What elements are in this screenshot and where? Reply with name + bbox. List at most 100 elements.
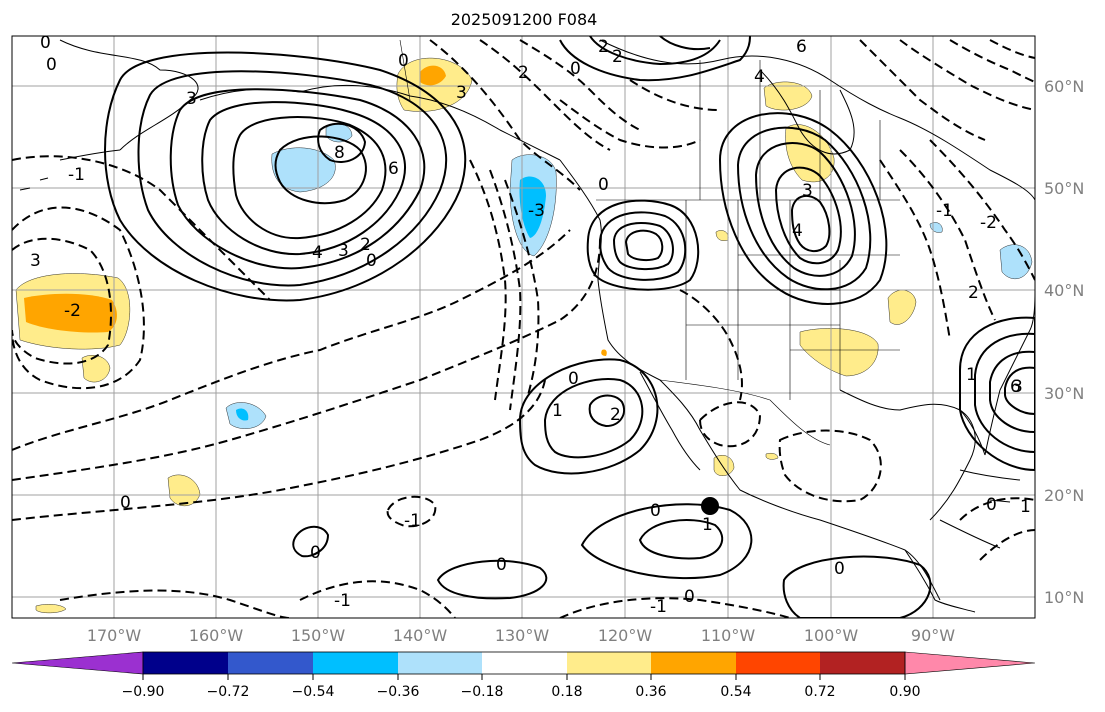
dash-caribbean-2	[979, 529, 1035, 561]
colorbar-tick-label: 0.18	[551, 684, 583, 700]
contour-high-east-1	[959, 316, 1035, 472]
dash-caribbean	[959, 497, 1035, 521]
contour-north-c	[659, 36, 711, 51]
colorbar-tick-label: −0.36	[376, 684, 420, 700]
shade-deepblue-hawaii	[236, 408, 249, 421]
dash-low-small	[386, 495, 437, 528]
contour-label: 0	[684, 587, 695, 607]
colorbar-segment	[482, 652, 567, 674]
colorbar-segment	[143, 652, 228, 674]
shade-yellow-east	[887, 290, 917, 325]
dashed-contours	[12, 39, 1035, 618]
dash-east-3	[929, 139, 1035, 281]
dash-interior-1	[679, 289, 743, 401]
contour-label: 4	[792, 221, 803, 241]
contour-label: 3	[30, 251, 41, 271]
contour-high-sw-3	[588, 394, 625, 428]
contour-label: 0	[120, 493, 131, 513]
contour-label: -1	[936, 201, 953, 221]
ak-canada-border	[399, 39, 411, 101]
contour-high-central-4	[774, 166, 842, 265]
contour-label: -3	[528, 201, 545, 221]
borders	[399, 39, 900, 446]
contour-labels: 0 0 0 0 0 0 0 0 0 0 0 0 0 0 1 1 1 1 2 2 …	[30, 36, 1031, 617]
contour-high-sw-2	[543, 378, 644, 459]
contour-high-central-1	[718, 112, 888, 305]
contour-label: 0	[834, 559, 845, 579]
dash-trough-coast-2	[489, 169, 522, 411]
contour-label: 3	[1012, 377, 1023, 397]
contour-label: 2	[598, 37, 609, 57]
colorbar-tick-label: 0.90	[889, 684, 921, 700]
dash-interior-2	[698, 401, 762, 448]
colorbar-segment	[820, 652, 905, 674]
colorbar-tick-label: 0.54	[720, 684, 752, 700]
lon-label: 90°W	[910, 626, 956, 645]
contour-label: 6	[796, 37, 807, 57]
contour-label: 3	[338, 241, 349, 261]
lon-label: 160°W	[188, 626, 244, 645]
hudson-bay	[759, 69, 855, 155]
dash-pacific-south-2	[299, 580, 456, 618]
contour-label: 0	[986, 495, 997, 515]
dash-east-2	[899, 149, 996, 321]
contour-label: -1	[404, 511, 421, 531]
contour-pacific-se	[782, 555, 932, 618]
dash-pacific-west-3	[12, 155, 271, 301]
dash-north-central	[629, 79, 721, 111]
contour-low-west-3	[612, 222, 674, 270]
contour-high-pacific-3	[169, 88, 426, 270]
shade-yellow-mex	[713, 455, 735, 476]
canada-north	[599, 39, 1035, 201]
aleutians	[19, 149, 121, 191]
contour-low-west-4	[624, 229, 664, 262]
province-lines	[699, 60, 881, 200]
contour-north-a	[559, 36, 751, 82]
dash-east-1	[879, 159, 951, 341]
contour-north-b	[589, 36, 721, 66]
east-coast	[984, 289, 1035, 456]
contour-label: -1	[650, 597, 667, 617]
contour-label: 1	[552, 401, 563, 421]
contour-label: 0	[366, 251, 377, 271]
lon-label: 170°W	[86, 626, 142, 645]
contour-high-east-3	[989, 350, 1035, 434]
lat-label: 60°N	[1044, 77, 1085, 96]
colorbar-tick-label: −0.90	[121, 684, 165, 700]
contour-label: 2	[518, 63, 529, 83]
contour-low-west-1	[586, 199, 700, 291]
contour-high-pacific-8	[317, 122, 367, 163]
contour-high-central-3	[754, 142, 856, 277]
state-lines	[685, 200, 900, 400]
contour-label: 0	[650, 501, 661, 521]
dash-alaska-3	[519, 39, 641, 131]
plot-frame	[11, 35, 1036, 619]
colorbar-tick-label: −0.54	[291, 684, 335, 700]
shade-deepblue-coast	[519, 176, 546, 238]
contour-high-pacific-2	[137, 70, 448, 287]
contour-label: 2	[612, 47, 623, 67]
contour-pacific-sw-inner	[638, 519, 724, 560]
lon-label: 100°W	[803, 626, 859, 645]
contour-pacific-small	[292, 525, 330, 558]
shade-blue-gulf	[271, 147, 336, 193]
contour-label: 6	[1010, 377, 1021, 397]
contour-label: 0	[568, 369, 579, 389]
colorbar-extend-left	[11, 651, 144, 675]
map-title: 2025091200 F084	[450, 10, 598, 29]
contour-pacific-sw	[580, 503, 753, 580]
florida	[959, 409, 986, 456]
lat-label: 20°N	[1044, 486, 1085, 505]
solid-contours	[104, 36, 1035, 618]
caribbean	[939, 469, 1021, 549]
contour-label: 3	[186, 89, 197, 109]
dash-pacific-mid-3	[12, 379, 546, 521]
dash-pacific-south-3	[559, 597, 791, 618]
contour-label: 2	[968, 283, 979, 303]
dash-pacific-mid-1	[12, 229, 571, 451]
shade-yellow-nw-tiny	[715, 230, 729, 241]
contour-high-pacific-4	[201, 101, 406, 256]
dash-alaska-1	[429, 39, 581, 191]
contour-label: 2	[610, 405, 621, 425]
shade-yellow-tiny-a	[765, 453, 779, 460]
